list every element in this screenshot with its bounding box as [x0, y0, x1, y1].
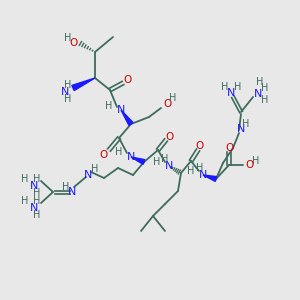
Text: O: O [225, 143, 233, 153]
Text: N: N [84, 170, 92, 180]
Text: N: N [165, 161, 173, 171]
Polygon shape [203, 175, 217, 181]
Polygon shape [72, 78, 95, 91]
Text: H: H [221, 82, 229, 92]
Text: H: H [261, 83, 269, 93]
Text: H: H [91, 164, 99, 174]
Text: O: O [70, 38, 78, 48]
Text: N: N [199, 170, 207, 180]
Text: H: H [196, 163, 204, 173]
Text: N: N [237, 124, 245, 134]
Text: H: H [21, 174, 28, 184]
Text: H: H [187, 166, 194, 176]
Text: N: N [61, 87, 69, 97]
Text: H: H [234, 82, 242, 92]
Text: O: O [124, 75, 132, 85]
Text: H: H [62, 182, 70, 192]
Text: H: H [105, 101, 112, 111]
Text: H: H [256, 77, 264, 87]
Text: N: N [254, 89, 262, 99]
Text: N: N [127, 152, 135, 162]
Text: N: N [30, 203, 38, 213]
Text: N: N [117, 105, 125, 115]
Text: O: O [165, 132, 173, 142]
Text: H: H [33, 210, 41, 220]
Text: O: O [196, 141, 204, 151]
Text: O: O [100, 150, 108, 160]
Text: N: N [68, 187, 76, 197]
Text: H: H [169, 93, 177, 103]
Text: N: N [30, 181, 38, 191]
Text: H: H [161, 154, 169, 164]
Text: H: H [33, 174, 41, 184]
Text: H: H [115, 147, 122, 157]
Text: H: H [64, 33, 72, 43]
Text: O: O [245, 160, 253, 170]
Text: H: H [153, 157, 160, 167]
Text: H: H [261, 95, 269, 105]
Text: H: H [242, 119, 250, 129]
Text: O: O [163, 99, 171, 109]
Text: N: N [227, 88, 235, 98]
Text: H: H [64, 80, 72, 90]
Text: H: H [21, 196, 28, 206]
Text: H: H [252, 156, 260, 166]
Text: H: H [33, 196, 41, 206]
Polygon shape [131, 157, 145, 164]
Text: H: H [33, 188, 41, 198]
Polygon shape [121, 110, 133, 125]
Text: H: H [64, 94, 72, 104]
